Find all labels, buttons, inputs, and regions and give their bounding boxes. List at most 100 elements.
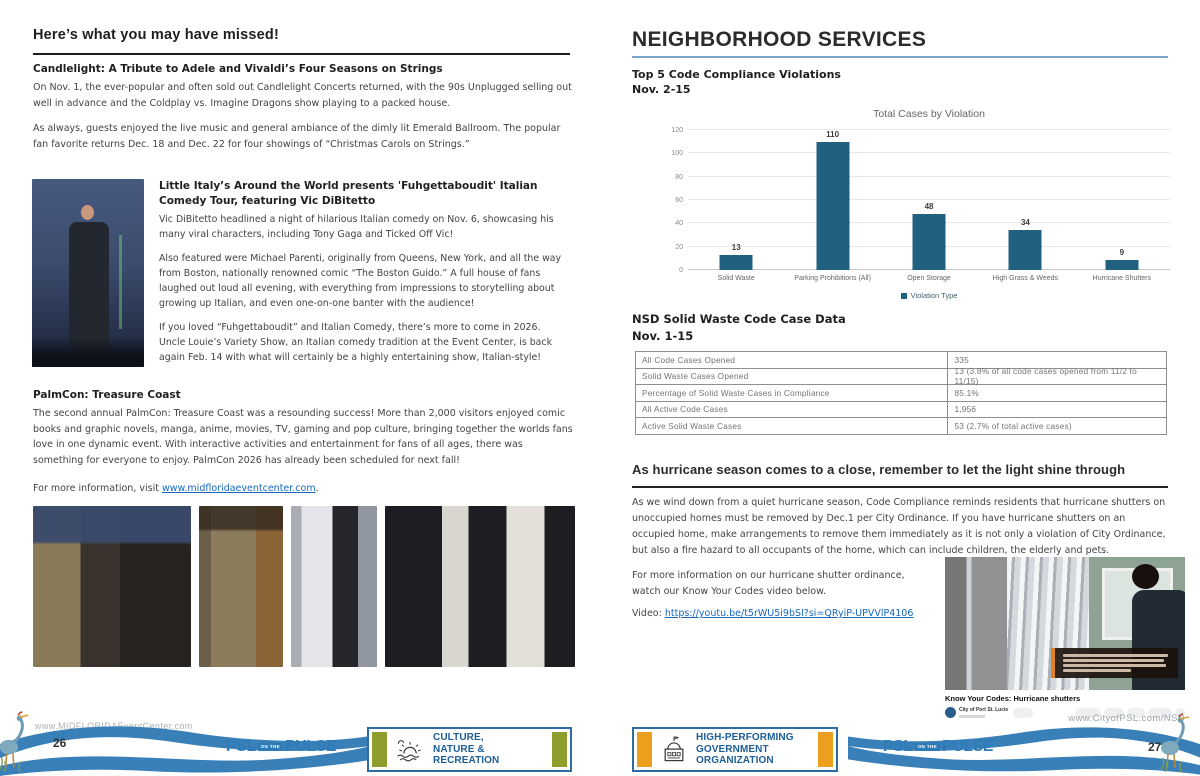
bar-value-label: 9: [1119, 247, 1125, 257]
bar-column: 110: [784, 130, 880, 270]
heron-icon: [0, 711, 29, 773]
video-controls-row: City of Port St. Lucie: [945, 707, 1185, 718]
badge-line: GOVERNMENT: [696, 743, 769, 755]
page-number-26: 26: [53, 736, 67, 750]
table-row: All Active Code Cases 1,956: [636, 401, 1166, 418]
bar-column: 9: [1074, 130, 1170, 270]
x-axis-label: Solid Waste: [717, 275, 755, 282]
stage-light: [118, 235, 122, 330]
left-page-header: Here’s what you may have missed!: [33, 27, 570, 55]
badge-line: RECREATION: [433, 755, 500, 767]
table-row: All Code Cases Opened 335: [636, 352, 1166, 369]
like-dislike-button[interactable]: [1075, 707, 1101, 718]
hurricane-paragraph: As we wind down from a quiet hurricane s…: [632, 497, 1166, 556]
title-underline: [632, 56, 1168, 58]
badge-line: HIGH-PERFORMING: [696, 732, 794, 744]
share-button[interactable]: [1104, 707, 1124, 718]
comedian-figure: [68, 222, 110, 351]
comedy-title: Little Italy’s Around the World presents…: [159, 180, 538, 207]
video-thumbnail[interactable]: [945, 557, 1185, 690]
chart-heading-line1: Top 5 Code Compliance Violations: [632, 68, 841, 81]
y-axis-tick: 100: [671, 150, 683, 158]
chart-legend: Violation Type: [688, 291, 1170, 300]
bar-solid-waste: [719, 254, 753, 270]
candlelight-title: Candlelight: A Tribute to Adele and Viva…: [33, 63, 443, 75]
info-line1: For more information on our hurricane sh…: [632, 570, 905, 581]
culture-nature-recreation-badge: CULTURE, NATURE & RECREATION: [367, 727, 572, 772]
table-cell-label: All Code Cases Opened: [636, 352, 949, 368]
bar-value-label: 110: [826, 129, 840, 139]
palmcon-more-info: For more information, visit www.midflori…: [33, 481, 573, 497]
logo-pulse: PULSE: [285, 738, 336, 755]
bar-value-label: 13: [731, 242, 741, 252]
badge-line: CULTURE,: [433, 732, 484, 744]
table-cell-value: 1,956: [954, 404, 977, 415]
youtube-player: Know Your Codes: Hurricane shutters City…: [945, 557, 1185, 718]
subscriber-count-placeholder: [959, 715, 985, 718]
table-cell-label: Active Solid Waste Cases: [636, 418, 949, 434]
gridline: [688, 152, 1170, 154]
chart-x-labels: Solid Waste Parking Prohibitions (All) Ope…: [688, 275, 1170, 282]
table-heading: NSD Solid Waste Code Case Data Nov. 1-15: [632, 311, 846, 344]
midflorida-footer-url: www.MIDFLORIDAEventCenter.com: [35, 721, 193, 731]
table-row: Active Solid Waste Cases 53 (2.7% of tota…: [636, 418, 1166, 434]
midflorida-link[interactable]: www.midfloridaeventcenter.com: [161, 483, 316, 494]
badge-green-bar: [552, 732, 567, 767]
badge-line: NATURE &: [433, 743, 485, 755]
video-label: Video:: [632, 608, 665, 619]
page-number-27: 27: [1148, 740, 1162, 754]
bar-value-label: 34: [1020, 218, 1030, 228]
comedy-section: Little Italy’s Around the World presents…: [32, 179, 572, 374]
more-info-suffix: .: [315, 483, 319, 494]
table-row: Percentage of Solid Waste Cases in Compl…: [636, 385, 1166, 402]
gridline: [688, 129, 1170, 130]
person-head: [1131, 563, 1159, 589]
video-title: Know Your Codes: Hurricane shutters: [945, 694, 1081, 703]
photo-ghostbuster-rig: [33, 506, 191, 667]
x-axis-label: Open Storage: [907, 275, 951, 282]
nsd-table: All Code Cases Opened 335 Solid Waste Case…: [635, 351, 1167, 435]
youtube-link[interactable]: https://youtu.be/t5rWU5i9bSI?si=QRyiP-UP…: [664, 608, 914, 619]
bar-parking-prohibitions-all-: [816, 141, 850, 270]
psl-pulse-logo-left: PSL ON THE PULSE: [226, 738, 336, 756]
channel-avatar[interactable]: [945, 707, 956, 718]
table-cell-value: 53 (2.7% of total active cases): [954, 420, 1072, 431]
audience-silhouette: [32, 336, 144, 367]
candlelight-paragraph-2: As always, guests enjoyed the live music…: [33, 123, 561, 150]
photo-ghostbusters-duo: [199, 506, 283, 667]
bar-high-grass-weeds: [1008, 230, 1042, 270]
neighborhood-services-title: NEIGHBORHOOD SERVICES: [632, 28, 927, 51]
table-cell-label: All Active Code Cases: [636, 401, 949, 417]
table-cell-value: 85.1%: [954, 387, 979, 398]
download-button[interactable]: [1148, 707, 1172, 718]
badge-orange-bar: [818, 732, 833, 767]
badge-orange-bar: [637, 732, 652, 767]
more-actions-button[interactable]: [1175, 707, 1185, 718]
x-axis-label: Hurricane Shutters: [1092, 275, 1151, 282]
candlelight-section: Candlelight: A Tribute to Adele and Viva…: [33, 62, 573, 152]
info-line2: watch our Know Your Codes video below.: [632, 586, 826, 597]
y-axis-tick: 120: [671, 127, 683, 134]
gridline: [688, 199, 1170, 200]
save-button[interactable]: [1127, 707, 1145, 718]
hurricane-heading: As hurricane season comes to a close, re…: [632, 462, 1168, 488]
bar-value-label: 48: [924, 202, 934, 211]
table-cell-label: Solid Waste Cases Opened: [636, 368, 949, 384]
table-cell-value: 335: [954, 354, 969, 365]
high-performing-government-badge: HIGH-PERFORMING GOVERNMENT ORGANIZATION: [632, 727, 838, 772]
heron-icon: [1160, 713, 1190, 773]
table-cell-value: 13 (3.8% of all code cases opened from 1…: [954, 366, 1137, 387]
comedian-photo: [32, 179, 144, 367]
candlelight-paragraph-1: On Nov. 1, the ever-popular and often so…: [33, 82, 572, 109]
chart-heading-line2: Nov. 2-15: [632, 83, 691, 96]
x-axis-label: High Grass & Weeds: [992, 275, 1059, 282]
logo-on-the: ON THE: [914, 742, 941, 752]
subscribe-button[interactable]: [1013, 707, 1034, 718]
photo-stormtrooper: [291, 506, 377, 667]
logo-pulse: PULSE: [942, 738, 993, 755]
table-heading-line2: Nov. 1-15: [632, 328, 694, 343]
comedy-paragraph-2: Also featured were Michael Parenti, orig…: [159, 253, 562, 309]
y-axis-tick: 40: [675, 220, 683, 228]
palmcon-section: PalmCon: Treasure Coast The second annua…: [33, 388, 573, 497]
